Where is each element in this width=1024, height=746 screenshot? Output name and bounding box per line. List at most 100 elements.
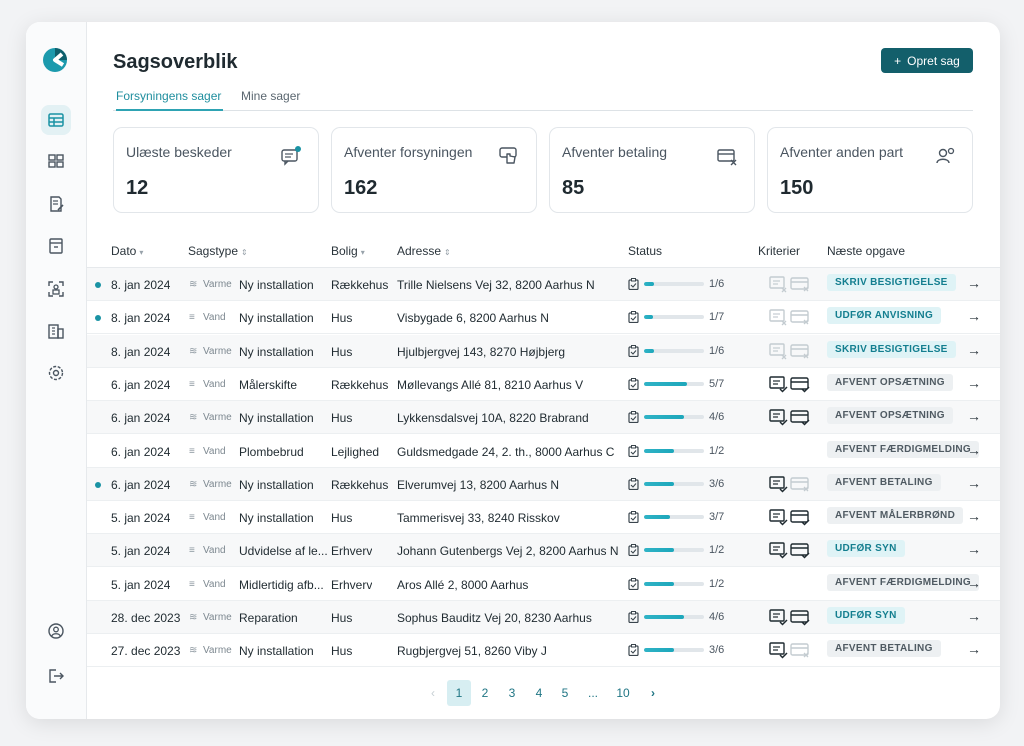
progress-count: 1/2 xyxy=(709,444,725,457)
next-task-badge[interactable]: SKRIV BESIGTIGELSE xyxy=(827,340,956,358)
criteria-document-icon xyxy=(769,342,787,360)
heat-icon: ≋ xyxy=(189,478,198,490)
arrow-right-icon[interactable]: → xyxy=(967,574,981,591)
tab-forsyningens-sager[interactable]: Forsyningens sager xyxy=(116,89,222,103)
page-button[interactable]: 10 xyxy=(616,686,630,700)
sidebar-item-building[interactable] xyxy=(41,316,71,346)
criteria-payment-icon xyxy=(790,343,809,359)
users-icon xyxy=(936,147,955,164)
sidebar-item-document-edit[interactable] xyxy=(41,189,71,219)
table-row[interactable]: 27. dec 2023 ≋ Varme Ny installation Hus Rugb… xyxy=(87,634,1000,668)
progress-fill xyxy=(644,315,653,320)
cell-housing: Hus xyxy=(331,344,353,359)
arrow-right-icon[interactable]: → xyxy=(967,641,981,658)
arrow-right-icon[interactable]: → xyxy=(967,308,981,325)
cell-date: 5. jan 2024 xyxy=(111,544,171,559)
table-row[interactable]: 8. jan 2024 ≋ Varme Ny installation Hus Hjulb… xyxy=(87,334,1000,368)
next-task-badge[interactable]: AFVENT MÅLERBRØND xyxy=(827,507,964,525)
page-button[interactable]: 4 xyxy=(535,686,543,700)
page-button[interactable]: 1 xyxy=(447,680,471,706)
cell-case-type: Ny installation xyxy=(239,511,314,526)
create-case-button[interactable]: + Opret sag xyxy=(881,48,973,73)
next-task-badge[interactable]: SKRIV BESIGTIGELSE xyxy=(827,274,956,291)
clipboard-icon xyxy=(628,311,639,324)
next-task-badge[interactable]: UDFØR ANVISNING xyxy=(827,307,942,325)
cell-date: 5. jan 2024 xyxy=(111,511,171,526)
cell-utility: Varme xyxy=(203,412,232,424)
card-awaiting-payment[interactable]: Afventer betaling 85 xyxy=(549,127,755,213)
criteria-document-icon xyxy=(769,542,788,559)
sidebar-item-gear[interactable] xyxy=(41,358,71,388)
next-page-button[interactable]: › xyxy=(651,686,655,700)
table-row[interactable]: 5. jan 2024 ≡ Vand Midlertidig afb... Erhver… xyxy=(87,568,1000,601)
cell-housing: Hus xyxy=(331,644,353,659)
heat-icon: ≋ xyxy=(189,612,198,623)
table-row[interactable]: 6. jan 2024 ≡ Vand Målerskifte Rækkehus Mølle… xyxy=(87,368,1000,401)
cell-address: Visbygade 6, 8200 Aarhus N xyxy=(397,311,549,326)
cell-housing: Hus xyxy=(331,411,353,426)
cell-address: Tammerisvej 33, 8240 Risskov xyxy=(397,511,560,526)
sort-down-icon: ▾ xyxy=(360,248,365,257)
table-row[interactable]: 8. jan 2024 ≋ Varme Ny installation Rækkehus… xyxy=(87,268,1000,301)
progress-count: 4/6 xyxy=(709,411,725,424)
next-task-badge[interactable]: AFVENT OPSÆTNING xyxy=(827,373,953,391)
sidebar-item-logout[interactable] xyxy=(41,661,71,691)
table-row[interactable]: 5. jan 2024 ≡ Vand Ny installation Hus Tammer… xyxy=(87,501,1000,535)
table-row[interactable]: 8. jan 2024 ≡ Vand Ny installation Hus Visbyg… xyxy=(87,301,1000,335)
table-row[interactable]: 5. jan 2024 ≡ Vand Udvidelse af le... Erhver… xyxy=(87,534,1000,568)
card-unread-messages[interactable]: Ulæste beskeder 12 xyxy=(113,127,319,213)
table-row[interactable]: 28. dec 2023 ≋ Varme Reparation Hus Sophus Ba… xyxy=(87,601,1000,634)
progress-count: 1/6 xyxy=(709,278,725,290)
tab-mine-sager[interactable]: Mine sager xyxy=(241,89,301,103)
cell-housing: Hus xyxy=(331,311,353,326)
sort-down-icon: ▾ xyxy=(139,248,144,257)
next-task-badge[interactable]: AFVENT BETALING xyxy=(827,640,941,658)
cell-utility: Vand xyxy=(203,312,226,324)
progress-count: 1/7 xyxy=(709,311,725,324)
prev-page-button[interactable]: ‹ xyxy=(431,686,435,700)
sidebar-item-table[interactable] xyxy=(41,105,71,135)
column-type[interactable]: Sagstype ⇕ xyxy=(188,244,248,258)
next-task-badge[interactable]: UDFØR SYN xyxy=(827,607,905,624)
column-housing[interactable]: Bolig ▾ xyxy=(331,244,365,258)
clipboard-icon xyxy=(628,544,639,557)
cell-case-type: Reparation xyxy=(239,611,298,625)
arrow-right-icon[interactable]: → xyxy=(967,374,981,391)
next-task-badge[interactable]: AFVENT BETALING xyxy=(827,473,941,491)
sidebar-item-dashboard[interactable] xyxy=(41,146,71,176)
arrow-right-icon[interactable]: → xyxy=(967,408,981,425)
arrow-right-icon[interactable]: → xyxy=(967,275,981,291)
page-button[interactable]: 5 xyxy=(561,686,569,700)
column-address[interactable]: Adresse ⇕ xyxy=(397,244,451,258)
cell-housing: Rækkehus xyxy=(331,377,389,392)
table-icon xyxy=(48,113,64,127)
clipboard-icon xyxy=(628,477,639,490)
next-task-badge[interactable]: AFVENT OPSÆTNING xyxy=(827,407,953,425)
next-task-badge[interactable]: AFVENT FÆRDIGMELDING xyxy=(827,573,979,591)
arrow-right-icon[interactable]: → xyxy=(967,508,981,525)
next-task-badge[interactable]: UDFØR SYN xyxy=(827,540,905,558)
card-value: 12 xyxy=(126,177,149,199)
page-button[interactable]: 2 xyxy=(481,686,489,700)
page-button[interactable]: 3 xyxy=(508,686,516,700)
sidebar-item-user-circle[interactable] xyxy=(41,616,71,646)
arrow-right-icon[interactable]: → xyxy=(967,541,981,558)
card-awaiting-other-party[interactable]: Afventer anden part 150 xyxy=(767,127,973,213)
arrow-right-icon[interactable]: → xyxy=(967,474,981,491)
next-task-badge[interactable]: AFVENT FÆRDIGMELDING xyxy=(827,440,979,458)
table-row[interactable]: 6. jan 2024 ≋ Varme Ny installation Hus Lykke… xyxy=(87,401,1000,435)
cell-utility: Vand xyxy=(203,378,226,390)
progress-fill xyxy=(644,381,687,386)
column-date[interactable]: Dato ▾ xyxy=(111,244,144,258)
arrow-right-icon[interactable]: → xyxy=(967,341,981,358)
arrow-right-icon[interactable]: → xyxy=(967,441,981,458)
sidebar-item-archive[interactable] xyxy=(41,231,71,261)
cell-date: 6. jan 2024 xyxy=(111,411,171,426)
card-awaiting-utility[interactable]: Afventer forsyningen 162 xyxy=(331,127,537,213)
table-row[interactable]: 6. jan 2024 ≋ Varme Ny installation Rækkehus… xyxy=(87,467,1000,501)
sidebar-item-scan-user[interactable] xyxy=(41,274,71,304)
table-row[interactable]: 6. jan 2024 ≡ Vand Plombebrud Lejlighed Gulds… xyxy=(87,435,1000,468)
progress-count: 4/6 xyxy=(709,611,725,623)
app-logo[interactable] xyxy=(41,46,69,74)
arrow-right-icon[interactable]: → xyxy=(967,608,981,624)
